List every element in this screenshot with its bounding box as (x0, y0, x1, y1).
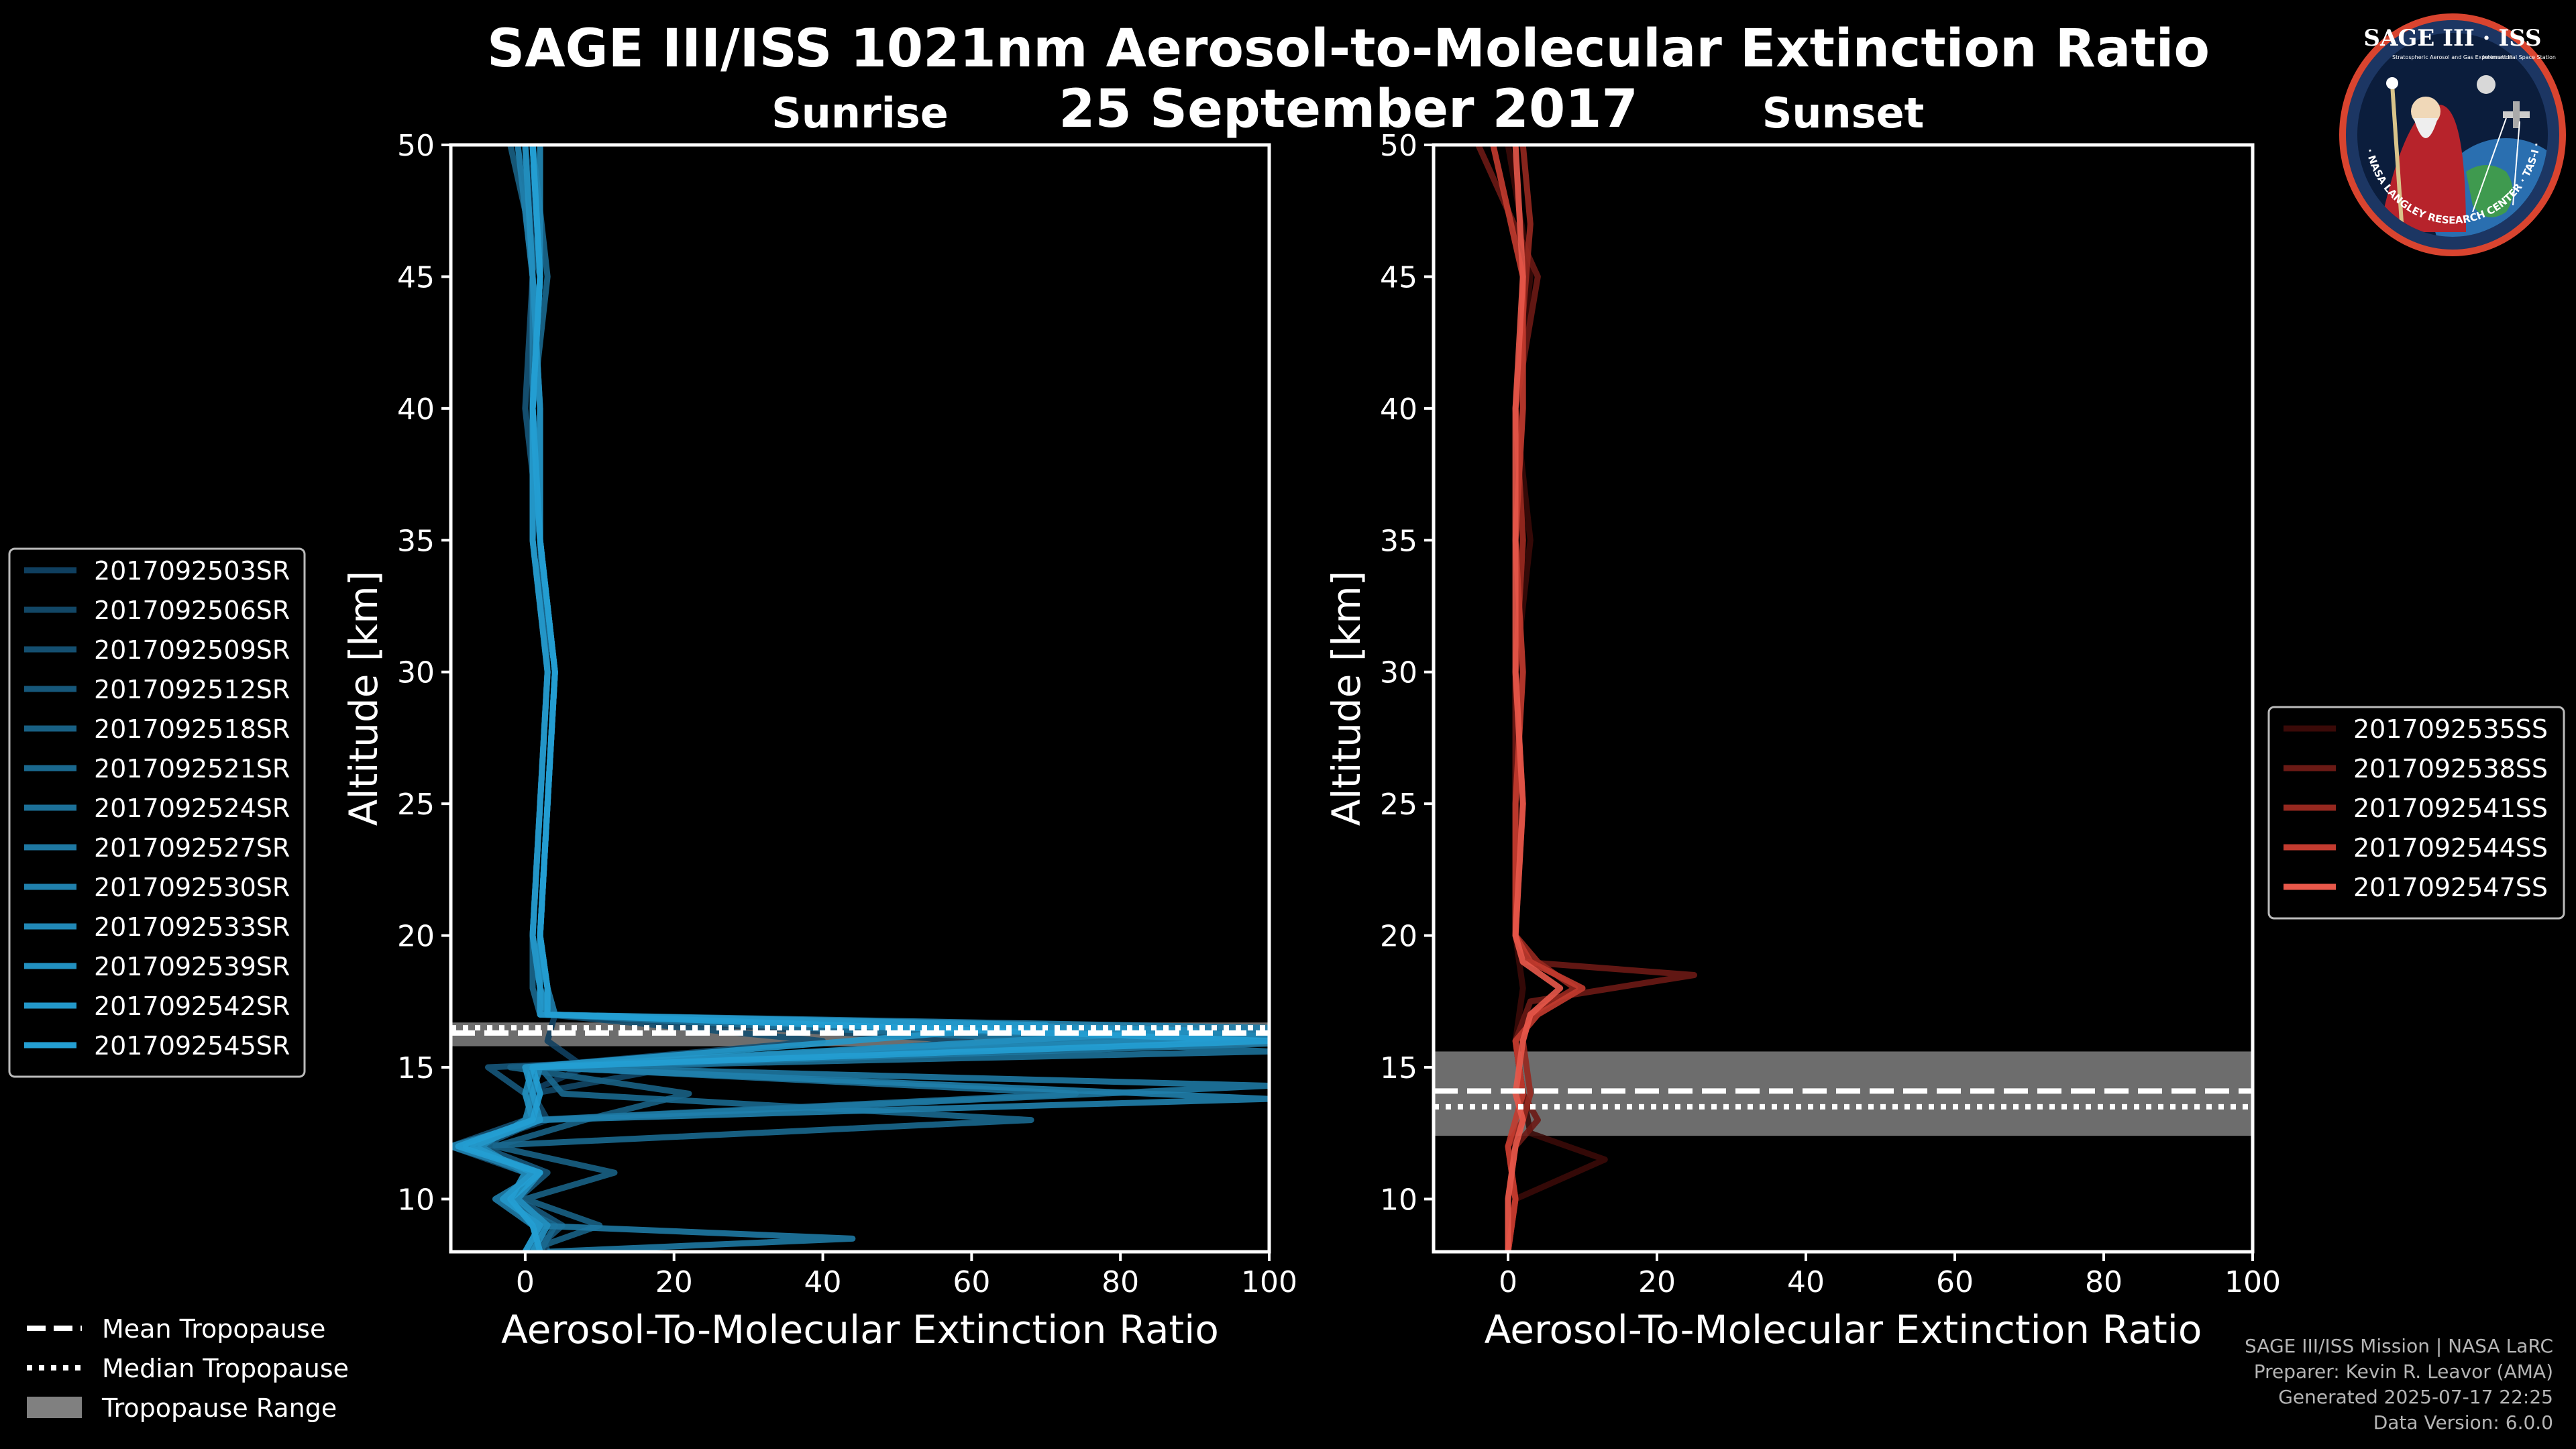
y-axis-label: Altitude [km] (341, 571, 386, 826)
x-tick-label: 20 (1638, 1265, 1676, 1299)
tropopause-range-swatch (27, 1397, 82, 1418)
legend-entry: 2017092503SR (94, 556, 290, 586)
credit-line: SAGE III/ISS Mission | NASA LaRC (2245, 1335, 2553, 1357)
legend-entry: 2017092538SS (2353, 754, 2548, 784)
x-tick-label: 40 (1787, 1265, 1825, 1299)
y-axis-label: Altitude [km] (1324, 571, 1369, 826)
chart-title: Sunrise (771, 89, 949, 138)
legend-entry: 2017092535SS (2353, 714, 2548, 744)
y-tick-label: 35 (397, 524, 435, 558)
logo-subtitle-left: Stratospheric Aerosol and Gas Experiment… (2392, 54, 2512, 60)
figure-title: SAGE III/ISS 1021nm Aerosol-to-Molecular… (487, 19, 2210, 79)
legend-entry: 2017092527SR (94, 833, 290, 863)
legend-entry: 2017092544SS (2353, 833, 2548, 863)
legend-sunrise: 2017092503SR 2017092506SR 2017092509SR 2017… (8, 547, 306, 1078)
series-group (451, 145, 1269, 1252)
legend-entry: 2017092521SR (94, 754, 290, 784)
x-tick-label: 60 (1936, 1265, 1974, 1299)
y-tick-label: 40 (1380, 392, 1417, 427)
tropopause-legend-entry: Tropopause Range (101, 1393, 337, 1423)
legend-entry: 2017092541SS (2353, 794, 2548, 823)
legend-entry: 2017092524SR (94, 794, 290, 823)
y-tick-label: 10 (397, 1183, 435, 1217)
y-tick-label: 50 (397, 129, 435, 163)
series-line-2017092544SS (1490, 145, 1586, 1252)
y-tick-label: 40 (397, 392, 435, 427)
x-tick-label: 100 (2224, 1265, 2281, 1299)
axes-frame (449, 143, 1271, 1254)
figure-date: 25 September 2017 (1059, 79, 1638, 140)
legend-box (2267, 706, 2565, 920)
x-axis-label: Aerosol-To-Molecular Extinction Ratio (501, 1307, 1219, 1352)
y-tick-label: 30 (397, 656, 435, 690)
y-tick-label: 15 (397, 1051, 435, 1085)
legend-entry: 2017092547SS (2353, 873, 2548, 902)
y-tick-label: 45 (397, 260, 435, 294)
y-tick-label: 30 (1380, 656, 1417, 690)
logo-title: SAGE III · ISS (2363, 25, 2541, 52)
y-tick-label: 50 (1380, 129, 1417, 163)
y-tick-label: 20 (1380, 920, 1417, 954)
legend-entry: 2017092542SR (94, 991, 290, 1021)
y-tick-label: 25 (1380, 788, 1417, 822)
y-tick-label: 20 (397, 920, 435, 954)
credit-line: Generated 2025-07-17 22:25 (2278, 1386, 2553, 1408)
tropopause-legend-entry: Median Tropopause (102, 1354, 349, 1383)
tropopause-legend-entry: Mean Tropopause (102, 1314, 325, 1344)
x-tick-label: 80 (1102, 1265, 1139, 1299)
legend-entry: 2017092530SR (94, 873, 290, 902)
axes-frame (1432, 143, 2255, 1254)
credits: SAGE III/ISS Mission | NASA LaRC Prepare… (2084, 1334, 2553, 1436)
series-line-2017092542SR (470, 145, 1049, 1252)
legend-entry: 2017092512SR (94, 675, 290, 704)
legend-sunset: 2017092535SS 2017092538SS 2017092541SS 2017… (2267, 706, 2565, 920)
x-tick-label: 60 (953, 1265, 990, 1299)
legend-entry: 2017092545SR (94, 1031, 290, 1061)
y-tick-label: 35 (1380, 524, 1417, 558)
y-tick-label: 25 (397, 788, 435, 822)
x-tick-label: 20 (655, 1265, 693, 1299)
chart-title: Sunset (1762, 89, 1925, 138)
chart-panel-sunset: 0 20 40 60 80 100 10 15 20 25 30 35 40 45 50 Sunset Aero… (1324, 89, 2565, 1352)
legend-entry: 2017092506SR (94, 596, 290, 625)
credit-line: Preparer: Kevin R. Leavor (AMA) (2253, 1360, 2553, 1383)
y-tick-label: 15 (1380, 1051, 1417, 1085)
x-tick-label: 100 (1241, 1265, 1297, 1299)
tropopause-legend: Mean Tropopause Median Tropopause Tropopau… (27, 1314, 349, 1423)
credit-line: Data Version: 6.0.0 (2373, 1411, 2553, 1434)
series-line-2017092547SS (1505, 145, 1564, 1252)
x-tick-label: 80 (2085, 1265, 2123, 1299)
legend-entry: 2017092509SR (94, 635, 290, 665)
legend-entry: 2017092518SR (94, 714, 290, 744)
series-group (1475, 145, 1697, 1252)
x-tick-label: 0 (1499, 1265, 1517, 1299)
y-tick-label: 10 (1380, 1183, 1417, 1217)
legend-box (8, 547, 306, 1078)
x-axis-label: Aerosol-To-Molecular Extinction Ratio (1485, 1307, 2202, 1352)
sage-iii-iss-logo: SAGE III · ISS Stratospheric Aerosol and… (2339, 11, 2566, 256)
x-tick-label: 0 (516, 1265, 535, 1299)
chart-panel-sunrise: 0 20 40 60 80 100 10 15 20 25 30 35 40 45 50 Sunrise Aer… (8, 89, 1297, 1352)
series-line-2017092545SR (455, 145, 1269, 1252)
logo-subtitle-right: International Space Station (2483, 54, 2556, 60)
x-tick-label: 40 (804, 1265, 842, 1299)
y-tick-label: 45 (1380, 260, 1417, 294)
legend-entry: 2017092533SR (94, 912, 290, 942)
legend-entry: 2017092539SR (94, 952, 290, 981)
